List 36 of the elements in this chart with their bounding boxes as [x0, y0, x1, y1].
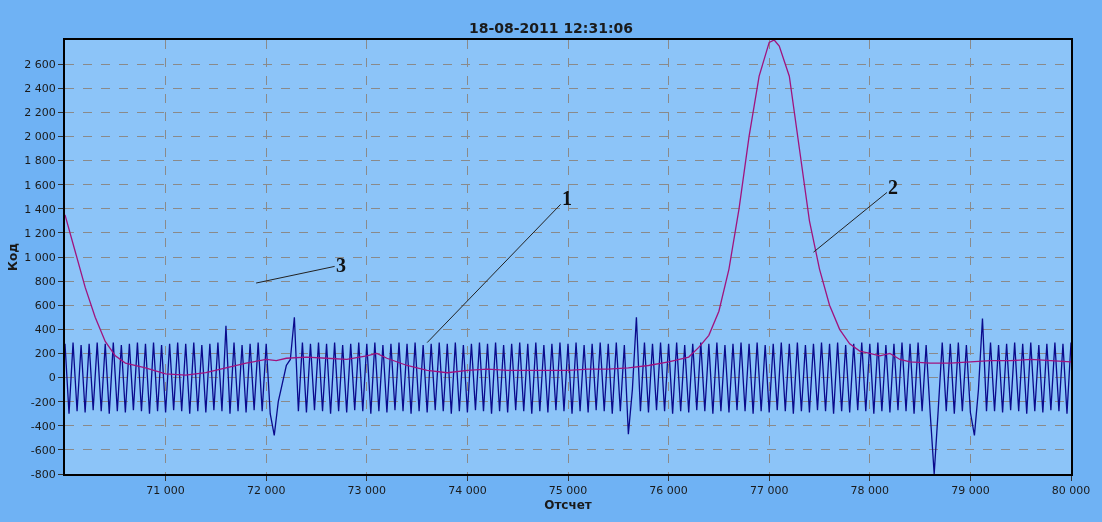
- y-tick-label: 200: [34, 347, 56, 361]
- x-tick-label: 75 000: [548, 484, 588, 498]
- y-tick-label: 1 600: [24, 178, 56, 192]
- annotation: 3: [336, 254, 346, 276]
- y-tick-label: 400: [34, 323, 56, 337]
- y-tick-label: 800: [34, 274, 56, 288]
- x-tick-label: 74 000: [448, 484, 487, 498]
- y-tick-label: 2 400: [24, 82, 56, 96]
- line-series: [65, 316, 1071, 474]
- y-tick-label: 0: [48, 371, 56, 385]
- y-tick-label: 1 800: [24, 154, 56, 168]
- y-tick-label: 2 200: [24, 106, 56, 120]
- x-tick-label: 71 000: [146, 484, 185, 498]
- y-tick-label: -600: [30, 443, 56, 457]
- x-tick-label: 79 000: [951, 484, 990, 498]
- annotation: 1: [562, 187, 572, 209]
- x-tick-label: 76 000: [649, 484, 688, 498]
- annotation: 2: [888, 176, 898, 198]
- y-tick-label: -200: [30, 395, 56, 409]
- x-tick-label: 73 000: [347, 484, 387, 498]
- y-axis-title: Код: [6, 242, 21, 271]
- y-tick-label: 2 000: [24, 130, 56, 144]
- y-tick-label: -400: [30, 419, 56, 433]
- y-tick-label: 600: [34, 299, 56, 313]
- x-tick-label: 78 000: [850, 484, 890, 498]
- y-tick-label: 1 400: [24, 202, 56, 216]
- chart-title: 18-08-2011 12:31:06: [468, 20, 634, 37]
- y-tick-label: 1 000: [24, 250, 56, 264]
- x-tick-label: 77 000: [749, 484, 789, 498]
- y-tick-label: -800: [30, 467, 56, 481]
- line-series: [65, 40, 1071, 376]
- x-tick-label: 72 000: [246, 484, 286, 498]
- y-tick-label: 1 200: [24, 226, 56, 240]
- x-tick-label: 80 000: [1051, 484, 1091, 498]
- x-axis-title: Отсчет: [544, 497, 592, 512]
- y-tick-label: 2 600: [24, 57, 56, 71]
